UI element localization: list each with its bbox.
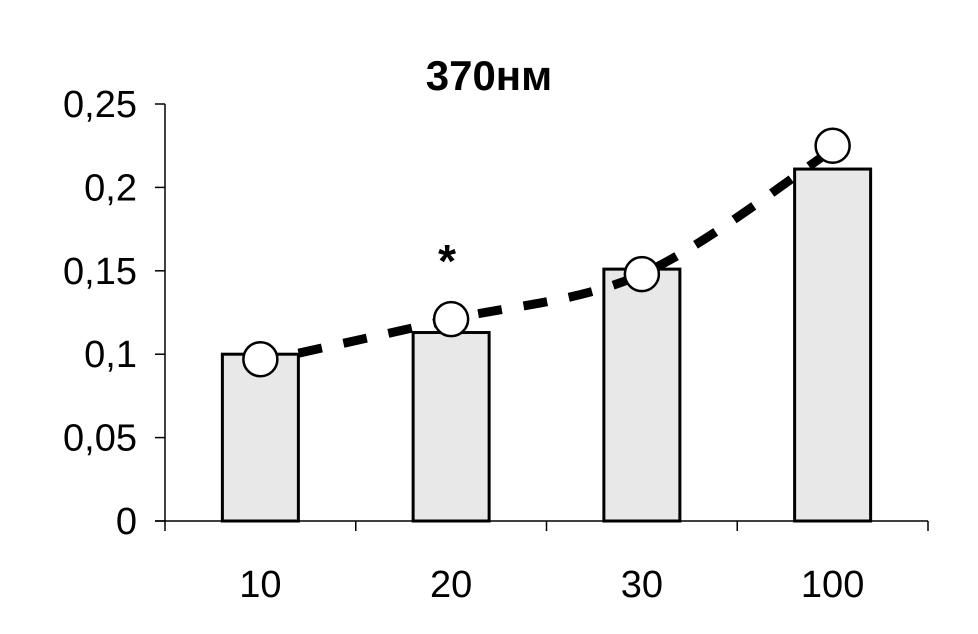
y-tick-label: 0,1 [84,334,137,376]
axes-group: 0 0,05 0,1 0,15 0,2 0,25 10 20 30 100 [63,84,929,606]
significance-marker: * [438,235,456,287]
trendline-group [297,145,836,358]
data-point-marker [623,255,661,293]
y-tick-label: 0,25 [63,84,137,126]
bar [793,167,873,523]
x-tick-label: 30 [621,564,663,606]
x-tick-label: 10 [239,564,281,606]
trendline [297,145,836,358]
x-tick-label: 20 [430,564,472,606]
bar [411,331,491,523]
bar [220,352,300,523]
data-point-marker [242,340,279,378]
data-point-marker [432,300,470,338]
y-tick-label: 0,05 [63,418,137,460]
markers-group [242,127,851,378]
y-tick-label: 0,15 [63,251,137,293]
x-tick-label: 100 [801,564,864,606]
annotations-group: * [438,235,456,287]
bars-group [220,167,873,523]
chart-title: 370нм [426,52,553,99]
bar [602,267,682,523]
y-tick-label: 0,2 [84,167,137,209]
y-tick-label: 0 [116,501,137,543]
data-point-marker [814,127,851,164]
